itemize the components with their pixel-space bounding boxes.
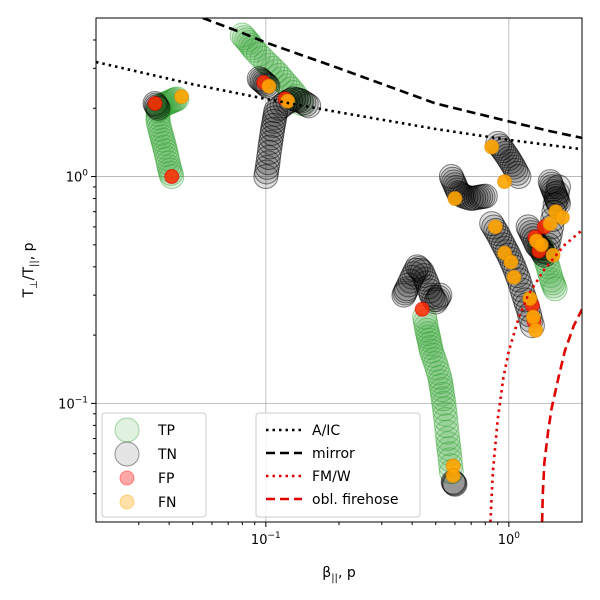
tp-point	[245, 41, 271, 67]
legend-marker-fn	[119, 494, 135, 510]
tp-point	[242, 37, 268, 63]
scatter-points	[142, 22, 571, 497]
tp-point	[424, 355, 450, 381]
tp-point	[153, 138, 179, 164]
tp-point	[151, 130, 177, 156]
fp-point	[414, 301, 430, 317]
legend-markers: TP TN FP FN	[101, 412, 207, 518]
fn-point	[545, 247, 561, 263]
fn-point	[503, 254, 519, 270]
legend-line-label: obl. firehose	[312, 492, 398, 508]
tp-point	[421, 346, 447, 372]
legend-marker-fp	[119, 470, 135, 486]
fn-point	[506, 269, 522, 285]
tp-point	[432, 401, 458, 427]
mirror-threshold-line	[202, 18, 582, 140]
y-axis-label: T⊥/T||, p	[21, 242, 40, 298]
tp-point	[415, 321, 441, 347]
tp-point	[420, 342, 446, 368]
tp-point	[430, 381, 456, 407]
tp-point	[229, 22, 255, 48]
legend-box	[101, 412, 207, 518]
oblique-firehose-threshold-line	[540, 308, 582, 522]
legend-lines: A/IC mirror FM/W obl. firehose	[255, 412, 421, 518]
legend-label-tn: TN	[157, 447, 177, 463]
fn-point	[554, 209, 570, 225]
tn-point	[425, 284, 451, 310]
fn-point	[487, 219, 503, 235]
aic-threshold-line	[96, 60, 582, 151]
tp-point	[423, 350, 449, 376]
tp-point	[416, 327, 442, 353]
tp-point	[433, 406, 459, 432]
x-axis-label: β||, p	[322, 565, 356, 584]
fn-point	[525, 309, 541, 325]
y-tick-label: 100	[66, 169, 89, 186]
tp-point	[418, 338, 444, 364]
tp-point	[428, 369, 454, 395]
legend-marker-tn	[114, 441, 140, 467]
tp-point	[431, 390, 457, 416]
tp-point	[236, 29, 262, 55]
legend-marker-tp	[114, 417, 140, 443]
fn-point	[528, 322, 544, 338]
fp-point	[164, 169, 180, 185]
tn-point	[296, 93, 322, 119]
legend-line-label: mirror	[312, 446, 355, 462]
tp-point	[539, 267, 565, 293]
axis-ticks: 10−1 100 10−1 100	[58, 39, 521, 548]
legend-line-label: A/IC	[312, 423, 340, 439]
tp-point	[433, 413, 459, 439]
fn-point	[497, 174, 513, 190]
fn-point	[484, 139, 500, 155]
tp-point	[240, 35, 266, 61]
tp-point	[150, 127, 176, 153]
tp-point	[415, 324, 441, 350]
tp-point	[541, 273, 567, 299]
tp-point	[147, 116, 173, 142]
tp-point	[149, 124, 175, 150]
tp-point	[428, 373, 454, 399]
threshold-curves	[96, 18, 582, 522]
fn-point	[447, 191, 463, 207]
fn-point	[445, 468, 461, 484]
tn-point	[472, 183, 498, 209]
tp-point	[427, 365, 453, 391]
tp-point	[434, 419, 460, 445]
tp-point	[435, 426, 461, 452]
legend-line-label: FM/W	[312, 469, 351, 485]
tn-point	[424, 287, 450, 313]
tn-point	[427, 282, 453, 308]
tp-point	[429, 377, 455, 403]
tp-point	[435, 431, 461, 457]
tp-point	[414, 317, 440, 343]
fn-point	[533, 237, 549, 253]
tp-point	[417, 331, 443, 357]
tp-point	[425, 360, 451, 386]
legend-label-fp: FP	[158, 471, 175, 487]
tp-point	[256, 52, 282, 78]
tp-point	[418, 334, 444, 360]
legend-label-tp: TP	[157, 423, 175, 439]
tp-point	[153, 142, 179, 168]
fmw-threshold-line	[489, 229, 582, 522]
x-tick-label: 100	[498, 531, 521, 548]
fn-point	[261, 78, 277, 94]
tp-point	[540, 270, 566, 296]
tp-point	[152, 134, 178, 160]
legend-label-fn: FN	[158, 495, 177, 511]
fn-point	[174, 89, 190, 105]
tp-point	[148, 120, 174, 146]
legend-box	[255, 412, 421, 518]
x-tick-label: 10−1	[251, 531, 281, 548]
y-tick-label: 10−1	[58, 395, 88, 412]
tn-point	[404, 254, 430, 280]
tp-point	[431, 396, 457, 422]
fp-point	[147, 95, 163, 111]
tp-point	[542, 276, 568, 302]
tp-point	[430, 386, 456, 412]
